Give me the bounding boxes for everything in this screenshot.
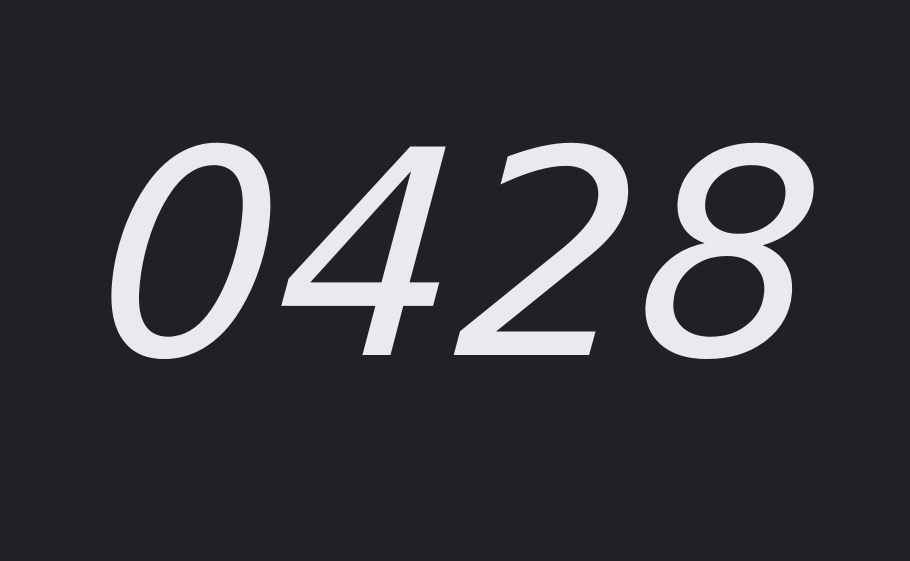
- code-display: 0428: [87, 91, 832, 423]
